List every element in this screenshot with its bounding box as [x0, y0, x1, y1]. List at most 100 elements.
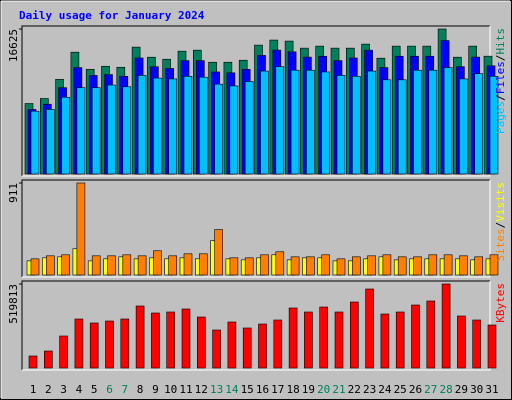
bar	[107, 84, 116, 175]
bar	[91, 255, 101, 276]
bar	[290, 69, 300, 175]
bar	[258, 323, 267, 369]
legend-entry: Files	[494, 61, 507, 94]
bar	[197, 316, 206, 369]
x-tick-label: 18	[286, 383, 299, 396]
bar	[428, 254, 438, 276]
x-tick-label: 11	[179, 383, 192, 396]
bar	[321, 254, 331, 276]
legend-entry: KBytes	[494, 283, 507, 323]
bar	[411, 304, 420, 369]
bar	[168, 78, 177, 175]
panel-bevel	[22, 281, 491, 371]
bar	[382, 254, 392, 276]
bar	[349, 301, 359, 369]
bar	[306, 256, 315, 276]
bar	[457, 315, 466, 369]
bar	[122, 254, 132, 276]
bar	[153, 250, 162, 276]
x-tick-label: 22	[348, 383, 361, 396]
x-tick-label: 24	[378, 383, 392, 396]
bar	[244, 257, 254, 276]
bar	[321, 71, 331, 175]
bar	[336, 75, 346, 175]
x-tick-label: 28	[439, 383, 452, 396]
bar	[30, 110, 40, 175]
bar	[275, 251, 285, 276]
x-tick-label: 4	[76, 383, 83, 396]
x-tick-label: 26	[409, 383, 422, 396]
bar	[153, 77, 162, 175]
bar	[382, 79, 392, 175]
legend: KBytes	[494, 283, 507, 323]
bar	[426, 300, 436, 369]
bar	[28, 355, 38, 369]
x-tick-label: 27	[424, 383, 437, 396]
bar	[199, 76, 208, 175]
bar	[365, 288, 374, 369]
bar	[397, 256, 407, 276]
x-tick-label: 2	[45, 383, 52, 396]
bar	[395, 311, 405, 369]
bar	[290, 256, 300, 276]
legend-separator: /	[494, 55, 507, 62]
bar	[443, 254, 453, 276]
x-tick-label: 30	[470, 383, 483, 396]
x-tick-label: 10	[164, 383, 177, 396]
legend-entry: Sites	[494, 228, 507, 261]
bar	[351, 76, 361, 175]
bar	[76, 182, 86, 276]
x-tick-label: 5	[91, 383, 98, 396]
bar	[367, 255, 376, 276]
bar	[151, 312, 160, 369]
bar	[166, 311, 175, 369]
x-tick-label: 13	[210, 383, 223, 396]
bar	[304, 311, 313, 369]
bar	[135, 305, 145, 369]
x-tick-label: 9	[152, 383, 159, 396]
legend: Pages/Files/Hits	[494, 28, 507, 134]
legend-separator: /	[494, 94, 507, 101]
chart-title: Daily usage for January 2024	[19, 9, 205, 22]
bar	[122, 86, 132, 175]
bar	[474, 256, 484, 276]
bar	[30, 258, 40, 276]
bar	[89, 322, 99, 369]
bar	[183, 253, 193, 276]
panel-bevel	[22, 180, 491, 278]
bar	[242, 327, 252, 369]
bar	[120, 318, 130, 369]
y-tick-label: 16625	[7, 29, 20, 62]
x-tick-label: 25	[394, 383, 407, 396]
x-tick-label: 6	[106, 383, 113, 396]
bar	[214, 229, 223, 276]
bar	[472, 319, 482, 369]
bar	[45, 109, 55, 175]
bar	[107, 255, 116, 276]
bar	[273, 319, 283, 369]
bar	[168, 255, 177, 276]
bar	[336, 258, 346, 276]
bar	[74, 318, 84, 369]
x-tick-label: 21	[332, 383, 345, 396]
bar	[45, 255, 55, 276]
bar	[306, 69, 315, 175]
legend: Sites/Visits	[494, 182, 507, 262]
bar	[367, 70, 376, 175]
bar	[487, 324, 497, 369]
bar	[181, 308, 191, 369]
bar	[489, 254, 499, 276]
x-tick-label: 16	[256, 383, 269, 396]
bar	[91, 87, 101, 175]
legend-entry: Hits	[494, 28, 507, 55]
legend-entry: Pages	[494, 101, 507, 134]
bar	[275, 66, 285, 175]
x-tick-label: 7	[121, 383, 128, 396]
bar	[380, 313, 390, 369]
bar	[76, 87, 86, 175]
bar	[260, 70, 269, 175]
y-tick-label: 911	[7, 183, 20, 203]
bar	[229, 85, 239, 175]
bar	[137, 75, 147, 175]
legend-entry: Visits	[494, 182, 507, 222]
